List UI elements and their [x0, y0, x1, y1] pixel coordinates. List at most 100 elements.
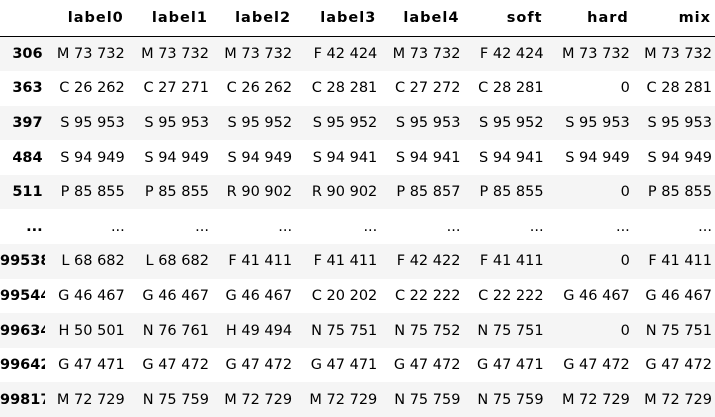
cell-label2: M 73 732: [212, 37, 295, 72]
row-index: 397: [0, 106, 45, 141]
index-header: [0, 0, 45, 37]
cell-label4: M 73 732: [380, 37, 463, 72]
column-header-soft: soft: [463, 0, 546, 37]
cell-label3: ...: [295, 209, 380, 244]
cell-label0: H 50 501: [45, 313, 128, 348]
cell-label1: S 95 953: [128, 106, 212, 141]
cell-label2: S 94 949: [212, 140, 295, 175]
cell-label2: G 47 472: [212, 348, 295, 383]
cell-label3: S 94 941: [295, 140, 380, 175]
cell-hard: 0: [547, 313, 633, 348]
cell-hard: S 94 949: [547, 140, 633, 175]
cell-hard: 0: [547, 175, 633, 210]
cell-label2: G 46 467: [212, 279, 295, 314]
row-index: 99538: [0, 244, 45, 279]
cell-label4: N 75 752: [380, 313, 463, 348]
cell-mix: ...: [633, 209, 715, 244]
column-header-label0: label0: [45, 0, 128, 37]
row-index: 484: [0, 140, 45, 175]
cell-hard: S 95 953: [547, 106, 633, 141]
cell-mix: N 75 751: [633, 313, 715, 348]
cell-label2: F 41 411: [212, 244, 295, 279]
cell-soft: N 75 751: [463, 313, 546, 348]
cell-hard: 0: [547, 244, 633, 279]
cell-label1: L 68 682: [128, 244, 212, 279]
row-index: 363: [0, 71, 45, 106]
header-row: label0 label1 label2 label3 label4 soft …: [0, 0, 715, 37]
cell-label0: S 95 953: [45, 106, 128, 141]
table-row: ...........................: [0, 209, 715, 244]
cell-label1: ...: [128, 209, 212, 244]
cell-label0: S 94 949: [45, 140, 128, 175]
cell-label0: P 85 855: [45, 175, 128, 210]
cell-soft: C 22 222: [463, 279, 546, 314]
cell-label4: C 27 272: [380, 71, 463, 106]
cell-label2: S 95 952: [212, 106, 295, 141]
column-header-mix: mix: [633, 0, 715, 37]
row-index: 99817: [0, 382, 45, 417]
cell-label3: R 90 902: [295, 175, 380, 210]
cell-soft: N 75 759: [463, 382, 546, 417]
cell-label0: L 68 682: [45, 244, 128, 279]
column-header-label3: label3: [295, 0, 380, 37]
column-header-hard: hard: [547, 0, 633, 37]
cell-label3: F 42 424: [295, 37, 380, 72]
cell-hard: G 46 467: [547, 279, 633, 314]
cell-soft: F 42 424: [463, 37, 546, 72]
cell-soft: P 85 855: [463, 175, 546, 210]
cell-label0: M 73 732: [45, 37, 128, 72]
cell-soft: S 94 941: [463, 140, 546, 175]
cell-label1: S 94 949: [128, 140, 212, 175]
cell-label4: S 95 953: [380, 106, 463, 141]
cell-label3: C 20 202: [295, 279, 380, 314]
row-index: 306: [0, 37, 45, 72]
cell-label3: C 28 281: [295, 71, 380, 106]
cell-label1: P 85 855: [128, 175, 212, 210]
cell-label4: S 94 941: [380, 140, 463, 175]
cell-label3: N 75 751: [295, 313, 380, 348]
cell-mix: P 85 855: [633, 175, 715, 210]
cell-label1: N 75 759: [128, 382, 212, 417]
cell-label2: H 49 494: [212, 313, 295, 348]
table-header: label0 label1 label2 label3 label4 soft …: [0, 0, 715, 37]
cell-label4: P 85 857: [380, 175, 463, 210]
cell-label2: R 90 902: [212, 175, 295, 210]
cell-soft: C 28 281: [463, 71, 546, 106]
cell-label4: C 22 222: [380, 279, 463, 314]
row-index: 99642: [0, 348, 45, 383]
cell-mix: C 28 281: [633, 71, 715, 106]
cell-mix: F 41 411: [633, 244, 715, 279]
cell-soft: G 47 471: [463, 348, 546, 383]
cell-label4: N 75 759: [380, 382, 463, 417]
cell-label3: F 41 411: [295, 244, 380, 279]
cell-label2: M 72 729: [212, 382, 295, 417]
column-header-label4: label4: [380, 0, 463, 37]
cell-mix: S 94 949: [633, 140, 715, 175]
cell-label0: M 72 729: [45, 382, 128, 417]
cell-label3: S 95 952: [295, 106, 380, 141]
cell-mix: S 95 953: [633, 106, 715, 141]
cell-hard: 0: [547, 71, 633, 106]
cell-mix: M 72 729: [633, 382, 715, 417]
row-index: ...: [0, 209, 45, 244]
row-index: 99634: [0, 313, 45, 348]
cell-label1: M 73 732: [128, 37, 212, 72]
cell-label0: ...: [45, 209, 128, 244]
cell-label0: C 26 262: [45, 71, 128, 106]
cell-label2: ...: [212, 209, 295, 244]
cell-soft: ...: [463, 209, 546, 244]
row-index: 511: [0, 175, 45, 210]
cell-label4: G 47 472: [380, 348, 463, 383]
cell-label1: G 46 467: [128, 279, 212, 314]
cell-label4: F 42 422: [380, 244, 463, 279]
cell-hard: ...: [547, 209, 633, 244]
cell-label1: G 47 472: [128, 348, 212, 383]
cell-hard: M 73 732: [547, 37, 633, 72]
